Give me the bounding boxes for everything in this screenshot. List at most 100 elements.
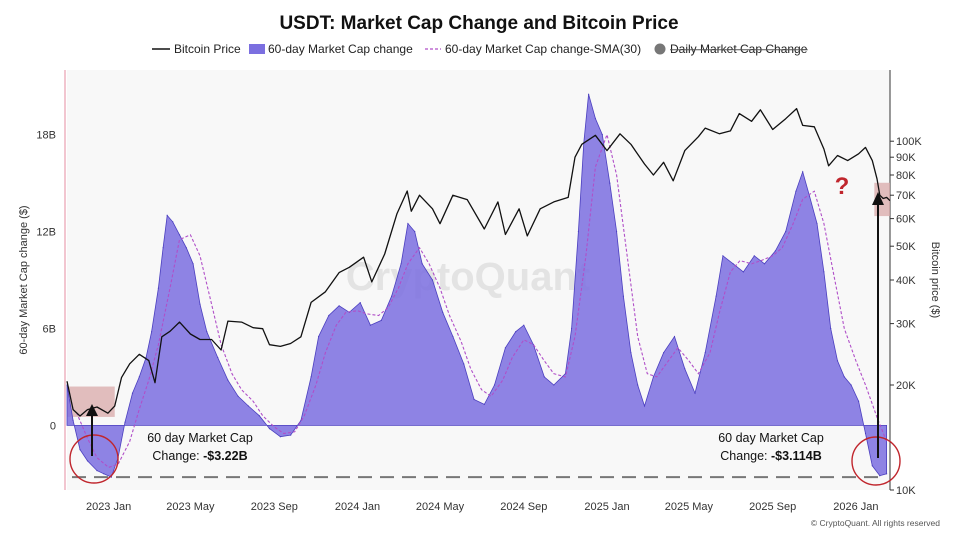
y2-tick-label: 90K <box>896 152 916 164</box>
market-cap-point <box>663 352 665 354</box>
legend-item-sma[interactable]: 60-day Market Cap change-SMA(30) <box>425 42 641 56</box>
legend-item-market-cap-change[interactable]: 60-day Market Cap change <box>249 42 413 56</box>
x-tick-label: 2026 Jan <box>833 501 878 513</box>
market-cap-point <box>742 271 745 273</box>
x-tick-label: 2024 May <box>416 501 465 513</box>
market-cap-point <box>268 428 271 430</box>
market-cap-point <box>247 405 249 407</box>
legend: Bitcoin Price 60-day Market Cap change 6… <box>152 42 808 56</box>
market-cap-point <box>192 263 194 265</box>
arrow-head <box>872 192 884 205</box>
legend-label: Daily Market Cap Change <box>670 42 808 56</box>
annotation-line1: 60 day Market Cap <box>147 431 253 445</box>
market-cap-point <box>864 432 867 435</box>
market-cap-point <box>879 475 881 477</box>
market-cap-point <box>206 331 208 333</box>
x-tick-label: 2025 Jan <box>584 501 629 513</box>
annotation-value: -$3.22B <box>203 449 247 463</box>
market-cap-point <box>328 314 330 317</box>
market-cap-point <box>452 335 454 338</box>
arrow-head <box>86 404 98 416</box>
x-axis-ticks: 2023 Jan 2023 May 2023 Sep 2024 Jan 2024 May… <box>86 501 879 513</box>
market-cap-point <box>79 449 81 451</box>
y-tick-label: 0 <box>50 420 56 432</box>
market-cap-point <box>577 230 580 233</box>
market-cap-point <box>515 331 517 333</box>
market-cap-point <box>166 214 168 216</box>
watermark: CryptoQuant <box>346 255 590 299</box>
market-cap-point <box>96 470 98 472</box>
market-cap-change-area <box>66 93 888 478</box>
y2-tick-label: 60K <box>896 214 916 226</box>
market-cap-point <box>594 117 597 120</box>
sma-line <box>75 132 888 469</box>
market-cap-point <box>830 327 832 330</box>
market-cap-point <box>369 324 371 326</box>
market-cap-point <box>217 356 219 359</box>
y2-tick-label: 20K <box>896 380 916 392</box>
market-cap-point <box>380 319 382 321</box>
market-cap-point <box>162 247 164 249</box>
bitcoin-price-line <box>66 107 891 417</box>
bitcoin-series-line <box>66 107 891 417</box>
market-cap-point <box>199 303 201 305</box>
market-cap-point <box>157 287 159 289</box>
market-cap-point <box>172 221 174 223</box>
legend-label: 60-day Market Cap change <box>268 42 413 56</box>
market-cap-point <box>673 335 676 338</box>
market-cap-point <box>732 263 734 265</box>
market-cap-point <box>774 250 777 252</box>
market-cap-point <box>103 473 105 475</box>
x-tick-label: 2024 Sep <box>500 501 547 513</box>
chart-title: USDT: Market Cap Change and Bitcoin Pric… <box>279 13 678 34</box>
market-cap-point <box>258 415 260 417</box>
market-cap-point <box>431 279 434 281</box>
y-tick-label: 12B <box>36 227 56 239</box>
market-cap-point <box>151 331 153 333</box>
annotation-line2: Change: -$3.22B <box>152 449 247 463</box>
x-tick-label: 2025 Sep <box>749 501 796 513</box>
market-cap-point <box>795 190 797 192</box>
market-cap-point <box>504 347 506 349</box>
market-cap-point <box>571 327 573 330</box>
market-cap-point <box>442 311 444 313</box>
annotation-line2: Change: -$3.114B <box>720 449 821 463</box>
market-cap-point <box>843 376 845 378</box>
y-axis-label: 60-day Market Cap change ($) <box>18 205 30 354</box>
market-cap-point <box>145 356 147 359</box>
market-cap-point <box>808 195 811 197</box>
market-cap-point <box>643 405 646 407</box>
market-cap-point <box>131 392 134 394</box>
market-cap-point <box>407 222 409 225</box>
market-cap-point <box>86 460 89 462</box>
market-cap-point <box>652 376 655 378</box>
legend-swatch-area <box>249 44 265 54</box>
market-cap-point <box>871 465 873 467</box>
market-cap-point <box>715 295 717 297</box>
market-cap-point <box>310 376 312 378</box>
market-cap-point <box>483 403 485 405</box>
market-cap-point <box>858 400 860 402</box>
market-cap-point <box>802 171 804 173</box>
legend-item-bitcoin-price[interactable]: Bitcoin Price <box>152 42 241 56</box>
y2-tick-label: 70K <box>896 190 916 202</box>
market-cap-point <box>622 295 625 297</box>
legend-item-daily-change[interactable]: Daily Market Cap Change <box>654 42 808 56</box>
market-cap-point <box>704 352 706 354</box>
market-cap-point <box>588 93 590 95</box>
market-cap-point <box>553 384 555 386</box>
market-cap-point <box>72 419 74 422</box>
market-cap-point <box>463 363 465 365</box>
y2-tick-label: 40K <box>896 275 916 287</box>
market-cap-point <box>886 473 888 475</box>
y-axis-ticks: 0 6B 12B 18B <box>36 130 56 433</box>
y2-axis-label: Bitcoin price ($) <box>929 242 941 318</box>
market-cap-point <box>616 230 618 233</box>
annotation-prefix: Change: <box>720 449 771 463</box>
x-tick-label: 2023 May <box>166 501 215 513</box>
annotation-right: 60 day Market Cap Change: -$3.114B <box>718 192 901 486</box>
market-cap-point <box>279 436 281 438</box>
y2-tick-label: 50K <box>896 241 916 253</box>
market-cap-point <box>414 230 416 233</box>
